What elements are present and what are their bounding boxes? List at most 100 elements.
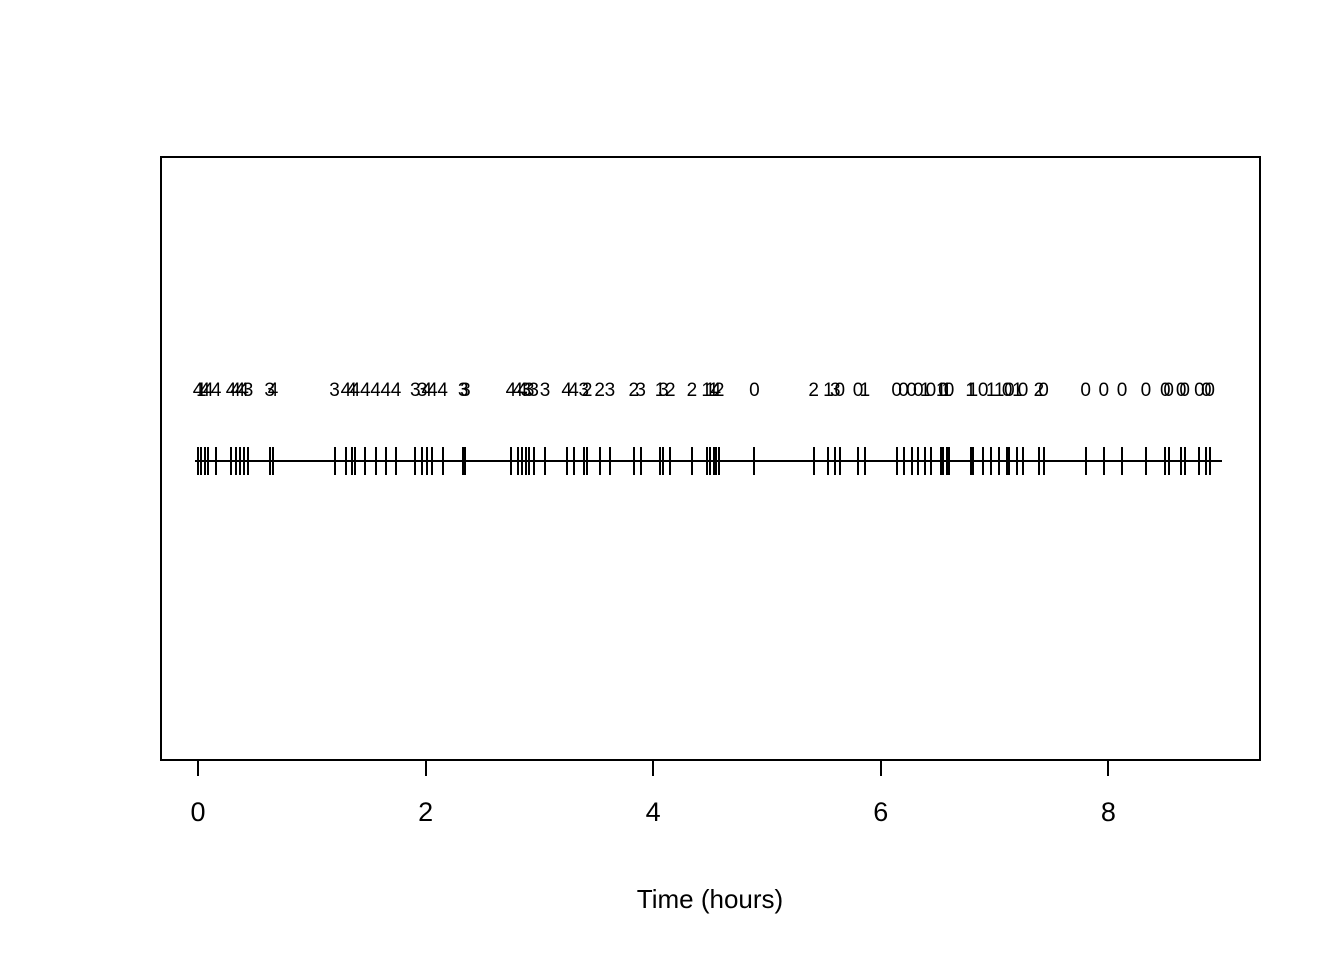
x-axis-tick <box>879 761 882 776</box>
event-count-label: 0 <box>891 380 903 401</box>
event-tick <box>197 447 199 475</box>
event-count-label: 1 <box>919 380 931 401</box>
event-tick <box>969 447 972 475</box>
event-count-label: 4 <box>710 380 722 401</box>
event-tick <box>608 447 611 475</box>
event-tick <box>582 447 585 475</box>
event-tick <box>662 447 665 475</box>
x-axis-tick-label: 8 <box>1100 797 1116 827</box>
event-count-label: 0 <box>1163 380 1174 401</box>
event-count-label: 2 <box>628 380 640 401</box>
event-tick <box>709 447 712 475</box>
event-tick <box>421 447 424 475</box>
x-axis-tick <box>1107 761 1110 776</box>
x-axis-tick-label: 4 <box>645 797 661 827</box>
event-count-label: 4 <box>517 380 528 401</box>
event-count-label: 4 <box>512 380 524 401</box>
event-count-label: 1 <box>967 380 979 401</box>
event-count-label: 3 <box>242 380 254 401</box>
event-count-label: 0 <box>1004 380 1015 401</box>
event-count-label: 4 <box>210 380 222 401</box>
event-count-label: 1 <box>935 380 947 401</box>
event-tick <box>272 447 275 475</box>
event-count-label: 2 <box>1033 380 1045 401</box>
event-count-label: 4 <box>359 380 371 401</box>
event-count-label: 4 <box>225 380 237 401</box>
event-count-label: 4 <box>437 380 448 401</box>
x-axis-tick <box>652 761 655 776</box>
event-count-label: 4 <box>230 380 241 401</box>
event-tick <box>268 447 271 475</box>
event-tick <box>639 447 642 475</box>
event-tick <box>942 447 945 475</box>
event-tick <box>971 447 974 475</box>
event-tick <box>1167 447 1170 475</box>
event-tick <box>572 447 575 475</box>
event-count-label: 3 <box>457 380 469 401</box>
event-count-label: 0 <box>1160 380 1171 401</box>
event-tick <box>1102 447 1105 475</box>
event-count-label: 2 <box>594 380 605 401</box>
event-count-label: 0 <box>852 380 864 401</box>
event-count-label: 3 <box>604 380 616 401</box>
x-axis-tick <box>424 761 427 776</box>
event-tick <box>1180 447 1183 475</box>
event-tick <box>333 447 336 475</box>
event-count-label: 0 <box>898 380 909 401</box>
event-count-label: 0 <box>1194 380 1205 401</box>
event-count-label: 3 <box>416 380 428 401</box>
event-count-label: 0 <box>1017 380 1029 401</box>
event-count-label: 0 <box>1179 380 1190 401</box>
event-tick <box>690 447 693 475</box>
event-tick <box>598 447 601 475</box>
event-count-label: 2 <box>664 380 676 401</box>
event-tick <box>384 447 387 475</box>
event-count-label: 2 <box>808 380 819 401</box>
event-tick <box>940 447 943 475</box>
event-count-label: 4 <box>561 380 572 401</box>
event-count-label: 1 <box>965 380 976 401</box>
event-count-label: 1 <box>941 380 953 401</box>
event-count-label: 1 <box>196 380 207 401</box>
event-count-label: 1 <box>859 380 871 401</box>
event-tick <box>924 447 927 475</box>
event-count-label: 4 <box>202 380 214 401</box>
event-tick <box>364 447 367 475</box>
event-tick <box>544 447 547 475</box>
event-tick <box>705 447 708 475</box>
event-tick <box>1183 447 1186 475</box>
event-tick <box>718 447 721 475</box>
event-tick <box>395 447 397 475</box>
event-tick <box>354 447 357 475</box>
event-tick <box>414 447 417 475</box>
event-count-label: 0 <box>943 380 955 401</box>
event-count-label: 0 <box>1001 380 1013 401</box>
event-count-label: 0 <box>749 380 760 401</box>
timeline-base-line <box>194 460 1223 462</box>
event-count-label: 2 <box>581 380 593 401</box>
event-tick <box>834 447 837 475</box>
event-count-label: 0 <box>913 380 924 401</box>
event-count-label: 4 <box>349 380 361 401</box>
event-count-label: 2 <box>686 380 698 401</box>
event-count-label: 2 <box>713 380 725 401</box>
event-tick <box>1037 447 1040 475</box>
event-count-label: 4 <box>238 380 249 401</box>
event-count-label: 4 <box>234 380 246 401</box>
event-tick <box>1164 447 1167 475</box>
event-count-label: 1 <box>823 380 834 401</box>
event-tick <box>910 447 913 475</box>
event-count-label: 0 <box>1140 380 1152 401</box>
event-count-label: 0 <box>1098 380 1110 401</box>
event-tick <box>1022 447 1025 475</box>
event-tick <box>464 447 467 475</box>
event-tick <box>632 447 635 475</box>
x-axis-tick-label: 2 <box>418 797 434 827</box>
event-count-label: 4 <box>192 380 204 401</box>
event-count-label: 0 <box>925 380 937 401</box>
event-tick <box>528 447 531 475</box>
event-tick <box>659 447 662 475</box>
event-tick <box>565 447 568 475</box>
event-count-label: 4 <box>199 380 211 401</box>
